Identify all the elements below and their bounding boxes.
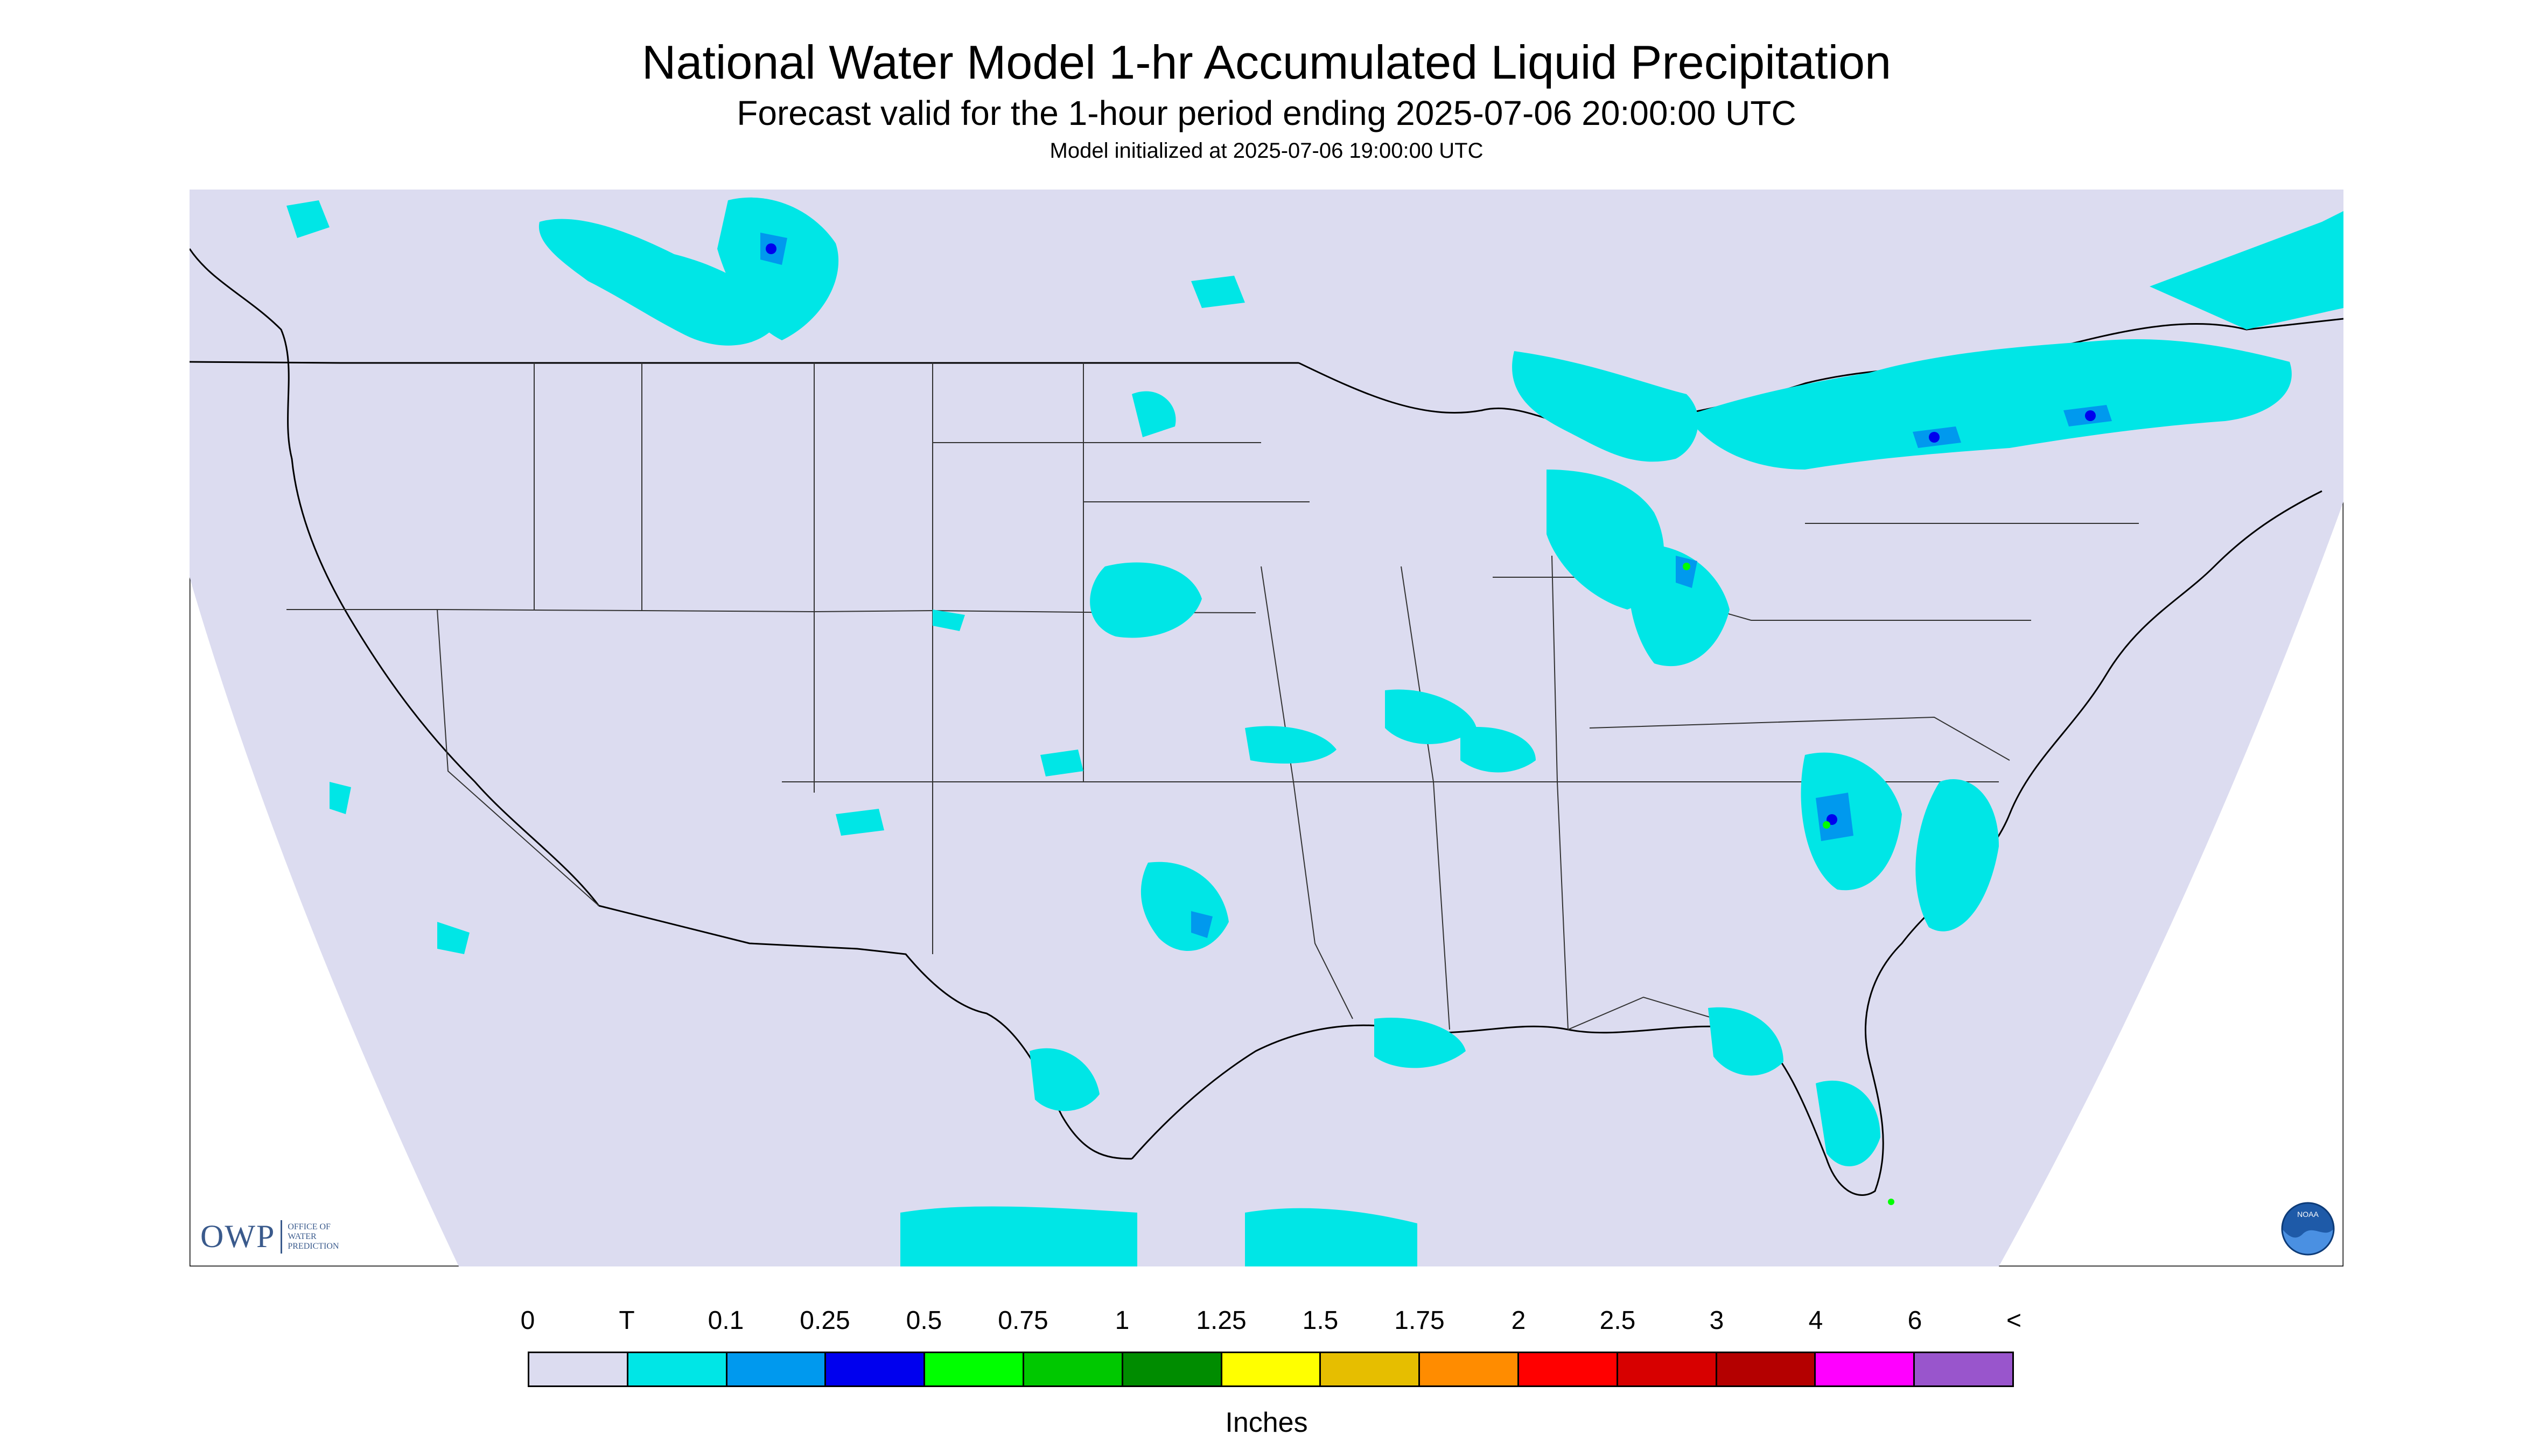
legend-label: 0.25 <box>800 1306 850 1335</box>
legend-swatch <box>1123 1353 1222 1385</box>
legend-units: Inches <box>1225 1407 1308 1438</box>
legend-swatch <box>1816 1353 1915 1385</box>
legend-swatch <box>1024 1353 1123 1385</box>
legend-swatch <box>826 1353 926 1385</box>
legend-label: 1.5 <box>1302 1306 1339 1335</box>
noaa-logo: NOAA <box>2281 1202 2335 1256</box>
legend-label: 1 <box>1115 1306 1130 1335</box>
legend-swatch <box>1915 1353 2012 1385</box>
legend-label: 0.5 <box>906 1306 942 1335</box>
legend-label: 3 <box>1709 1306 1724 1335</box>
legend-swatch <box>727 1353 827 1385</box>
owp-logo-subtext: OFFICE OF WATER PREDICTION <box>288 1222 339 1251</box>
legend-label: 2.5 <box>1599 1306 1636 1335</box>
legend-swatch <box>529 1353 628 1385</box>
legend-label: 0 <box>520 1306 535 1335</box>
model-init-time: Model initialized at 2025-07-06 19:00:00… <box>1049 139 1484 163</box>
legend-label: 4 <box>1808 1306 1823 1335</box>
legend-swatch <box>1420 1353 1519 1385</box>
owp-logo-line-2: WATER <box>288 1231 317 1241</box>
legend-swatch <box>1717 1353 1816 1385</box>
legend-swatch <box>1519 1353 1618 1385</box>
map-subtitle: Forecast valid for the 1-hour period end… <box>737 94 1796 132</box>
legend-label: 0.75 <box>998 1306 1048 1335</box>
legend-label: T <box>619 1306 635 1335</box>
owp-logo-line-3: PREDICTION <box>288 1241 339 1251</box>
legend-label: 1.25 <box>1196 1306 1247 1335</box>
precip-trace-areas <box>286 197 2343 1266</box>
map-title: National Water Model 1-hr Accumulated Li… <box>641 36 1892 89</box>
owp-logo-divider <box>281 1220 283 1254</box>
legend-swatch <box>925 1353 1024 1385</box>
owp-logo-text: OWP <box>200 1219 276 1254</box>
legend-swatch <box>1222 1353 1321 1385</box>
legend-swatch <box>628 1353 727 1385</box>
precip-moderate-areas <box>766 243 2096 825</box>
noaa-logo-text: NOAA <box>2297 1210 2319 1219</box>
legend-label: < <box>2006 1306 2022 1335</box>
legend-swatch <box>1618 1353 1717 1385</box>
owp-logo: OWP OFFICE OF WATER PREDICTION <box>200 1218 339 1255</box>
precip-heavy-areas <box>1683 563 1894 1205</box>
precipitation-legend: 0 T 0.1 0.25 0.5 0.75 1 1.25 1.5 1.75 2 2.5 3 4 6 < <box>521 1292 2021 1454</box>
legend-label: 0.1 <box>708 1306 744 1335</box>
legend-label: 2 <box>1511 1306 1526 1335</box>
legend-color-bar <box>528 1352 2014 1387</box>
owp-logo-line-1: OFFICE OF <box>288 1222 331 1231</box>
precipitation-map <box>190 190 2343 1266</box>
legend-label: 6 <box>1907 1306 1922 1335</box>
legend-swatch <box>1321 1353 1421 1385</box>
legend-label: 1.75 <box>1394 1306 1445 1335</box>
